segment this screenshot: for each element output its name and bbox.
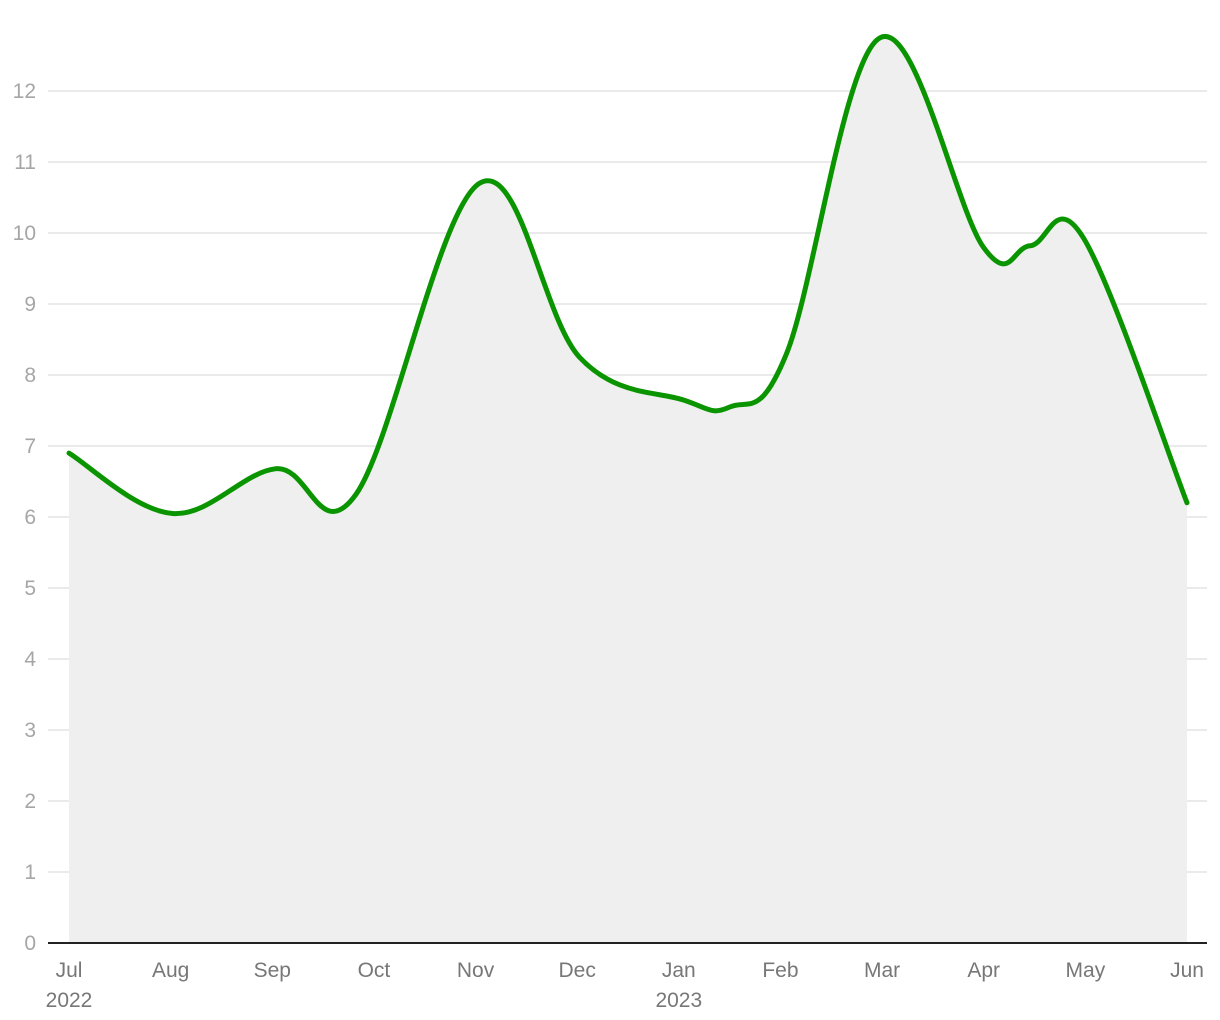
x-tick-label-jan: Jan bbox=[662, 959, 696, 982]
x-tick-label-sep: Sep bbox=[254, 959, 291, 982]
y-tick-label-10: 10 bbox=[13, 222, 36, 245]
x-tick-label-apr: Apr bbox=[967, 959, 1000, 982]
y-tick-label-12: 12 bbox=[13, 80, 36, 103]
y-tick-label-5: 5 bbox=[24, 577, 36, 600]
x-tick-label-feb: Feb bbox=[762, 959, 798, 982]
y-tick-label-2: 2 bbox=[24, 790, 36, 813]
x-tick-label-may: May bbox=[1066, 959, 1106, 982]
y-tick-label-7: 7 bbox=[24, 435, 36, 458]
year-label-2023: 2023 bbox=[655, 989, 702, 1012]
x-tick-label-jun: Jun bbox=[1170, 959, 1204, 982]
x-tick-label-jul: Jul bbox=[56, 959, 83, 982]
y-tick-label-1: 1 bbox=[24, 861, 36, 884]
y-tick-label-8: 8 bbox=[24, 364, 36, 387]
series-area bbox=[69, 36, 1187, 944]
x-tick-label-aug: Aug bbox=[152, 959, 189, 982]
x-axis-tick-labels: Jul Aug Sep Oct Nov Dec Jan Feb Mar Apr May Jun bbox=[56, 959, 1204, 982]
x-tick-label-dec: Dec bbox=[559, 959, 596, 982]
y-tick-label-9: 9 bbox=[24, 293, 36, 316]
y-tick-label-6: 6 bbox=[24, 506, 36, 529]
x-tick-label-nov: Nov bbox=[457, 959, 495, 982]
y-tick-label-4: 4 bbox=[24, 648, 36, 671]
y-tick-label-0: 0 bbox=[24, 932, 36, 955]
x-tick-label-oct: Oct bbox=[358, 959, 391, 982]
x-axis-year-labels: 2022 2023 bbox=[46, 989, 703, 1012]
series-line bbox=[66, 34, 1190, 517]
year-label-2022: 2022 bbox=[46, 989, 93, 1012]
y-tick-label-3: 3 bbox=[24, 719, 36, 742]
x-tick-label-mar: Mar bbox=[864, 959, 900, 982]
y-tick-label-11: 11 bbox=[14, 151, 36, 174]
